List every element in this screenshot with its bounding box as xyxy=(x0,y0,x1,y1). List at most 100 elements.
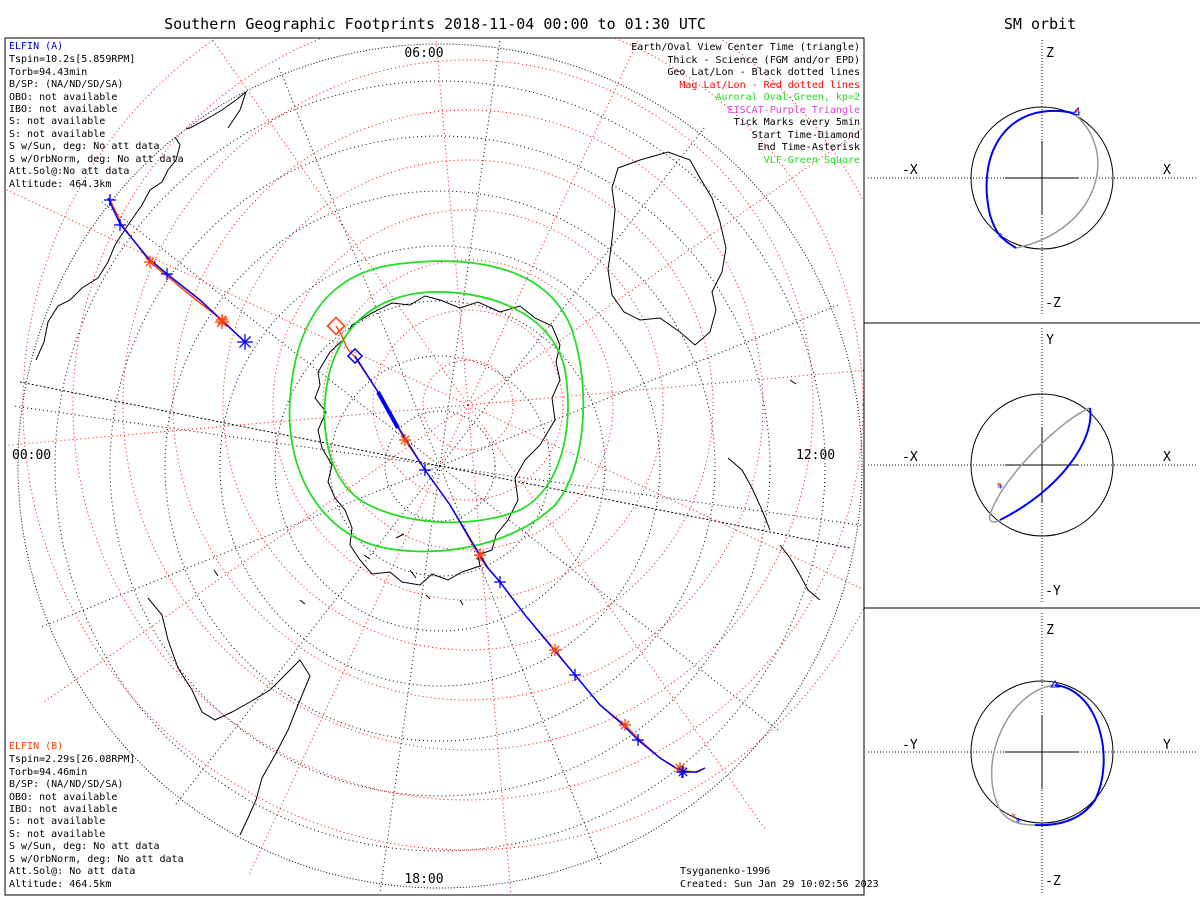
legend-item: Start Time-Diamond xyxy=(752,130,860,141)
tick-mark-d xyxy=(678,767,688,777)
tick-mark xyxy=(419,464,431,476)
orbit-end-marker: * xyxy=(1015,816,1022,829)
axis-label-bottom: -Z xyxy=(1045,296,1061,311)
created-timestamp: Created: Sun Jan 29 10:02:56 2023 xyxy=(680,879,879,890)
geo-meridian xyxy=(439,465,864,527)
elfin-b-line: OBO: not available xyxy=(9,792,117,803)
mag-latitude-circle xyxy=(322,259,614,551)
legend-item: Earth/Oval View Center Time (triangle) xyxy=(631,42,860,53)
sm-panel-xy: * * Y -Y -X X xyxy=(868,328,1198,602)
mag-latitude-circle xyxy=(222,159,714,651)
terminator-line xyxy=(19,381,851,549)
axis-label-right: Y xyxy=(1163,738,1171,753)
mag-latitude-circle xyxy=(422,359,514,451)
elfin-b-line: Tspin=2.29s[26.08RPM] xyxy=(9,754,135,765)
sm-panel-xz: * Z -Z -X X xyxy=(868,40,1198,315)
elfin-b-line: Altitude: 464.5km xyxy=(9,879,111,890)
geo-meridian xyxy=(278,67,441,467)
time-label-bottom: 18:00 xyxy=(404,872,443,887)
axis-label-top: Z xyxy=(1046,46,1054,61)
tick-mark xyxy=(569,669,581,681)
elfin-a-name: ELFIN (A) xyxy=(9,41,63,52)
tick-mark-d xyxy=(550,645,560,655)
earth-circle xyxy=(970,393,1114,537)
start-diamond-a xyxy=(346,347,364,365)
geo-latitude-circle xyxy=(329,355,551,577)
mag-latitude-circle xyxy=(122,59,814,751)
antarctica-coast xyxy=(314,295,561,586)
sm-orbit-title: SM orbit xyxy=(1004,15,1076,33)
elfin-a-line: IBO: not available xyxy=(9,104,117,115)
auroral-oval-inner xyxy=(323,291,569,524)
axis-label-bottom: -Z xyxy=(1045,874,1061,889)
mag-meridian xyxy=(41,404,469,704)
australia-coast xyxy=(607,151,727,346)
elfin-b-line: S w/OrbNorm, deg: No att data xyxy=(9,854,184,865)
tick-mark-d xyxy=(238,335,252,349)
tick-mark xyxy=(104,194,116,206)
elfin-b-info: ELFIN (B) Tspin=2.29s[26.08RPM] Torb=94.… xyxy=(9,741,184,890)
tick-mark xyxy=(215,315,229,329)
legend-item: EISCAT-Purple Triangle xyxy=(728,105,860,116)
coastlines xyxy=(35,90,821,836)
earth-circle xyxy=(970,106,1114,250)
axis-label-left: -Y xyxy=(902,738,918,753)
geo-latitude-circle xyxy=(54,80,826,852)
tick-mark xyxy=(632,734,644,746)
geo-latitude-circle xyxy=(164,190,716,742)
auroral-oval xyxy=(288,260,585,553)
legend-item: VLF-Green Square xyxy=(764,155,860,166)
geo-latitude-circle xyxy=(274,300,606,632)
geo-boundary xyxy=(17,43,863,889)
tick-mark-d xyxy=(145,257,155,267)
legend-item: Auroral Oval-Green, kp=2 xyxy=(716,92,861,103)
elfin-b-line: S: not available xyxy=(9,816,105,827)
tick-mark xyxy=(677,766,689,778)
tick-mark-d xyxy=(216,316,228,328)
tick-mark xyxy=(474,549,486,561)
orbit-path-a xyxy=(999,407,1092,521)
legend: Earth/Oval View Center Time (triangle) T… xyxy=(631,42,860,166)
earth-circle xyxy=(970,680,1114,824)
axis-label-left: -X xyxy=(902,163,918,178)
geo-latitude-circle xyxy=(384,410,496,522)
orbit-shadow xyxy=(1015,112,1099,249)
elfin-a-line: Torb=94.43min xyxy=(9,67,87,78)
time-label-top: 06:00 xyxy=(404,46,443,61)
orbit-end-marker: * xyxy=(996,481,1002,492)
legend-item: Mag Lat/Lon - Red dotted lines xyxy=(679,80,860,91)
tick-mark xyxy=(161,268,173,280)
elfin-a-line: S w/OrbNorm, deg: No att data xyxy=(9,154,184,165)
mag-meridian xyxy=(467,404,864,591)
south-america-coast xyxy=(35,90,248,361)
mag-meridian xyxy=(467,127,864,406)
geo-grid xyxy=(14,40,864,892)
map-frame xyxy=(4,37,865,896)
track-a-segment xyxy=(354,355,706,773)
geo-meridian xyxy=(379,465,441,892)
elfin-a-info: ELFIN (A) Tspin=10.2s[5.859RPM] Torb=94.… xyxy=(9,41,184,190)
figure-title: Southern Geographic Footprints 2018-11-0… xyxy=(164,15,706,33)
sm-panel-yz: * * Z -Z -Y Y xyxy=(868,613,1198,893)
tick-mark xyxy=(144,256,156,268)
orbit-path-a xyxy=(985,110,1074,249)
tick-mark-d xyxy=(620,720,630,730)
start-diamond-b xyxy=(326,316,346,336)
geo-latitude-circle xyxy=(109,135,771,797)
elfin-b-line: S: not available xyxy=(9,829,105,840)
elfin-b-line: Att.Sol@: No att data xyxy=(9,866,135,877)
mag-meridian xyxy=(247,404,469,877)
new-zealand-coast xyxy=(727,457,821,601)
sm-orbit-panels: * Z -Z -X X * * Y -Y -X X xyxy=(868,40,1198,893)
tick-mark xyxy=(619,719,631,731)
orbit-marker xyxy=(1050,680,1060,688)
mag-meridian xyxy=(210,38,469,406)
legend-item: Geo Lat/Lon - Black dotted lines xyxy=(667,67,860,78)
islands xyxy=(213,379,797,606)
elfin-b-name: ELFIN (B) xyxy=(9,741,63,752)
mag-meridian xyxy=(467,404,512,895)
tick-mark xyxy=(237,334,253,350)
elfin-a-line: S w/Sun, deg: No att data xyxy=(9,141,160,152)
legend-item: End Time-Asterisk xyxy=(758,142,860,153)
